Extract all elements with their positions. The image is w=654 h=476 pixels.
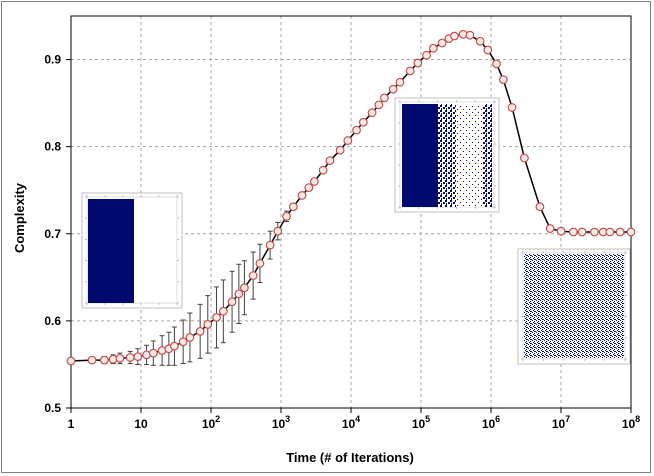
data-point [568,227,578,237]
data-point [519,153,529,163]
data-point [227,297,237,307]
data-point [507,103,517,112]
data-point [422,50,431,60]
tick-labels: 1 10 102 103 104 105 106 107 108 0.5 0.6 0.7 0.8 0.9 [44,53,640,431]
x-tick-label: 104 [342,414,360,431]
plot-area [70,15,632,409]
data-point [395,77,405,87]
data-point [483,45,493,55]
data-point [535,202,545,212]
data-point [577,227,587,237]
data-point [589,227,599,237]
inset-mixed-fill [524,254,624,358]
data-point [178,337,188,347]
data-point [99,355,109,365]
data-point [203,319,213,329]
data-point [343,136,353,145]
data-point [492,59,501,69]
data-point [335,145,345,155]
inset-partial-mixed [394,97,500,213]
axes [66,15,632,413]
data-point [428,43,438,53]
data-point [195,326,205,336]
y-axis-label: Complexity [12,182,27,253]
x-tick-label: 106 [482,414,500,431]
data-point [556,226,566,236]
data-point [413,58,423,68]
data-point [218,306,228,316]
data-point [185,333,195,342]
inset-plots [81,97,631,365]
data-point [248,271,258,280]
data-point [273,226,283,236]
data-point [449,31,459,41]
x-tick-label: 10 [134,417,148,431]
y-tick-label: 0.5 [44,401,61,415]
data-point [352,125,361,135]
data-point [309,177,319,186]
x-tick-label: 108 [622,414,640,431]
data-point [297,191,307,200]
inset-dense-core [402,104,438,207]
data-point [288,202,298,212]
data-point [125,353,135,362]
x-tick-label: 102 [202,414,220,431]
data-point [498,75,508,84]
y-tick-label: 0.9 [44,53,61,67]
data-point [212,313,221,322]
data-point [615,227,625,237]
inset-sparse-region [456,104,483,207]
y-tick-label: 0.6 [44,314,61,328]
x-axis-label: Time (# of Iterations) [286,450,414,465]
x-tick-label: 103 [272,414,290,431]
data-point [475,36,485,46]
data-point [388,84,398,94]
data-point [234,289,244,299]
inset-dense-edge [438,104,456,207]
data-point [239,283,249,293]
y-tick-label: 0.8 [44,140,61,154]
data-point [304,183,314,193]
data-point [379,93,389,103]
inset-block-fill [88,199,134,303]
data-point [405,66,415,76]
data-point [115,353,125,363]
x-tick-label: 1 [68,417,75,431]
inset-right-edge [483,104,492,207]
data-point [66,356,76,366]
x-tick-label: 105 [412,414,430,431]
inset-solid-block [81,192,183,309]
data-point [265,240,275,250]
data-point [437,38,447,48]
data-point [169,341,179,351]
inset-fully-mixed [517,248,631,365]
data-point [545,224,555,233]
data-point [282,211,291,221]
data-point [358,117,368,127]
data-point [133,352,143,362]
x-tick-label: 107 [552,414,570,431]
y-tick-label: 0.7 [44,227,61,241]
data-point [605,227,615,237]
data-point [87,355,97,365]
data-point [374,100,384,110]
data-point [325,156,335,166]
data-point [465,30,475,40]
data-point [148,348,158,358]
data-point [318,165,328,175]
markers [66,29,636,366]
data-point [367,108,377,118]
data-point [255,258,265,268]
data-point [626,227,636,237]
